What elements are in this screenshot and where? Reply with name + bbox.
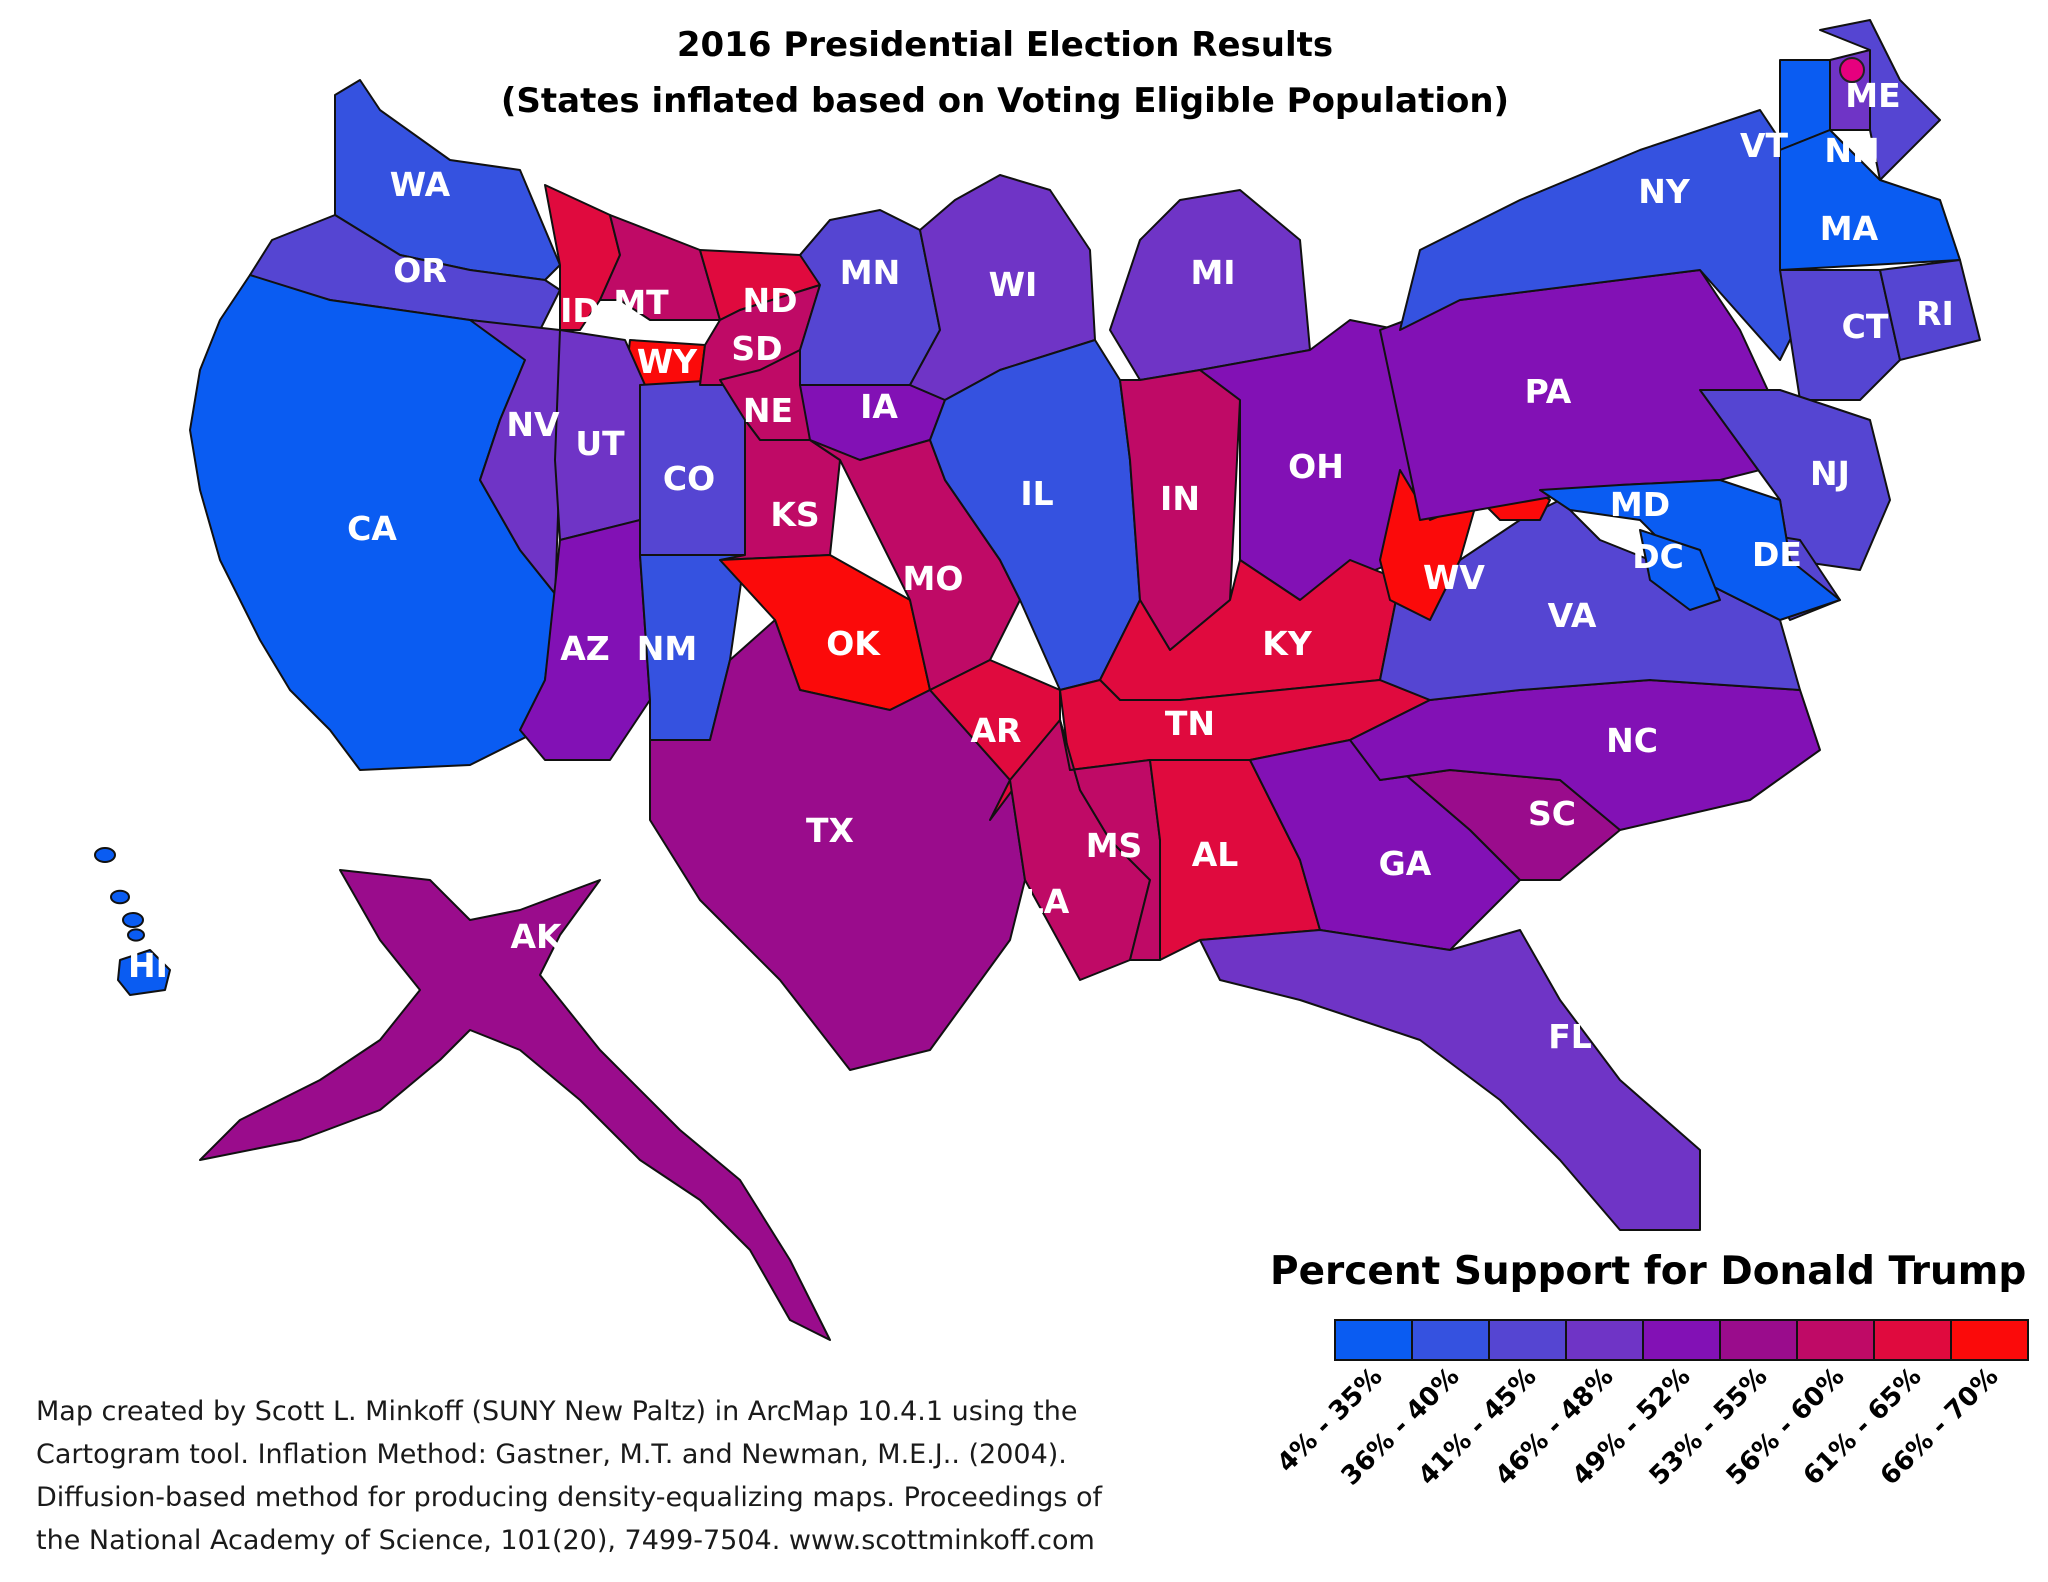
state-label-oh: OH xyxy=(1288,447,1344,486)
state-label-az: AZ xyxy=(560,629,609,668)
state-label-wv: WV xyxy=(1423,558,1485,597)
state-label-ks: KS xyxy=(770,495,819,534)
state-labels-layer: WA OR CA NV ID MT WY UT CO AZ NM ND SD NE KS OK TX MN IA MO… xyxy=(128,76,1954,1056)
state-label-ct: CT xyxy=(1842,307,1889,346)
state-label-co: CO xyxy=(663,459,715,498)
state-label-in: IN xyxy=(1160,479,1200,518)
legend-swatch-7 xyxy=(1796,1319,1875,1361)
state-label-ok: OK xyxy=(826,624,881,663)
state-label-or: OR xyxy=(393,251,446,290)
state-dc xyxy=(1639,529,1721,611)
hawaii-island-4 xyxy=(127,928,145,942)
credit-block: Map created by Scott L. Minkoff (SUNY Ne… xyxy=(36,1396,1104,1556)
state-label-hi: HI xyxy=(128,946,168,985)
credit-line-3: Diffusion-based method for producing den… xyxy=(36,1482,1104,1513)
state-label-ar: AR xyxy=(971,711,1022,750)
map-subtitle: (States inflated based on Voting Eligibl… xyxy=(501,81,1509,121)
legend-swatch-5 xyxy=(1642,1319,1721,1361)
states-layer xyxy=(94,19,1981,1341)
state-label-id: ID xyxy=(560,291,600,330)
state-label-la: LA xyxy=(1023,882,1070,921)
state-az xyxy=(519,519,651,761)
credit-line-1: Map created by Scott L. Minkoff (SUNY Ne… xyxy=(36,1396,1077,1427)
hawaii-island-1 xyxy=(94,847,116,863)
state-label-mt: MT xyxy=(613,283,669,322)
maine-district-marker xyxy=(1839,57,1865,83)
state-me xyxy=(1819,19,1941,181)
state-ak xyxy=(199,869,831,1341)
state-label-ga: GA xyxy=(1379,844,1432,883)
state-hi xyxy=(117,949,171,996)
state-label-al: AL xyxy=(1192,835,1239,874)
legend-swatches xyxy=(1334,1319,2029,1361)
state-label-dc: DC xyxy=(1632,537,1684,576)
legend-swatch-2 xyxy=(1411,1319,1490,1361)
credit-line-2: Cartogram tool. Inflation Method: Gastne… xyxy=(36,1439,1067,1470)
state-label-sc: SC xyxy=(1528,794,1576,833)
state-label-nm: NM xyxy=(637,629,697,668)
state-label-md: MD xyxy=(1610,485,1670,524)
legend-swatch-3 xyxy=(1488,1319,1567,1361)
state-label-ma: MA xyxy=(1820,209,1879,248)
state-label-wa: WA xyxy=(390,165,451,204)
state-label-nv: NV xyxy=(506,405,560,444)
state-label-fl: FL xyxy=(1548,1017,1592,1056)
state-label-ms: MS xyxy=(1086,826,1143,865)
legend-title: Percent Support for Donald Trump xyxy=(1270,1249,2026,1294)
legend: Percent Support for Donald Trump 4% - 35… xyxy=(1270,1249,2029,1492)
legend-labels: 4% - 35%36% - 40%41% - 45%46% - 48%49% -… xyxy=(1272,1362,2005,1492)
state-label-wy: WY xyxy=(637,342,698,381)
hawaii-island-2 xyxy=(110,889,130,905)
state-ct xyxy=(1779,269,1901,401)
state-label-ri: RI xyxy=(1916,294,1954,333)
state-label-vt: VT xyxy=(1740,126,1789,165)
state-label-tn: TN xyxy=(1165,704,1215,743)
state-label-mo: MO xyxy=(903,559,964,598)
state-label-ut: UT xyxy=(575,424,625,463)
state-label-ca: CA xyxy=(347,509,397,548)
state-label-pa: PA xyxy=(1525,372,1572,411)
legend-swatch-9 xyxy=(1950,1319,2029,1361)
state-label-nh: NH xyxy=(1824,131,1879,170)
state-label-tx: TX xyxy=(806,811,854,850)
credit-line-4: the National Academy of Science, 101(20)… xyxy=(36,1525,1095,1556)
state-fl xyxy=(1199,929,1701,1231)
state-label-de: DE xyxy=(1752,535,1802,574)
state-label-nd: ND xyxy=(742,281,797,320)
state-label-nc: NC xyxy=(1606,721,1658,760)
state-label-ny: NY xyxy=(1638,172,1691,211)
state-label-ky: KY xyxy=(1262,624,1313,663)
state-label-ia: IA xyxy=(860,387,898,426)
state-label-mi: MI xyxy=(1190,253,1235,292)
state-label-wi: WI xyxy=(989,265,1038,304)
state-label-ak: AK xyxy=(510,917,563,956)
state-label-nj: NJ xyxy=(1810,454,1850,493)
state-ks xyxy=(719,419,841,561)
state-label-mn: MN xyxy=(840,253,900,292)
legend-swatch-1 xyxy=(1334,1319,1413,1361)
legend-swatch-6 xyxy=(1719,1319,1798,1361)
state-label-il: IL xyxy=(1020,474,1053,513)
hawaii-island-3 xyxy=(122,912,144,928)
state-ms xyxy=(1059,719,1161,961)
state-label-va: VA xyxy=(1548,596,1597,635)
state-ri xyxy=(1879,259,1981,361)
legend-swatch-8 xyxy=(1873,1319,1952,1361)
legend-swatch-4 xyxy=(1565,1319,1644,1361)
state-label-ne: NE xyxy=(743,391,793,430)
state-mn xyxy=(799,209,941,386)
state-label-sd: SD xyxy=(731,329,782,368)
map-title: 2016 Presidential Election Results xyxy=(677,25,1333,65)
